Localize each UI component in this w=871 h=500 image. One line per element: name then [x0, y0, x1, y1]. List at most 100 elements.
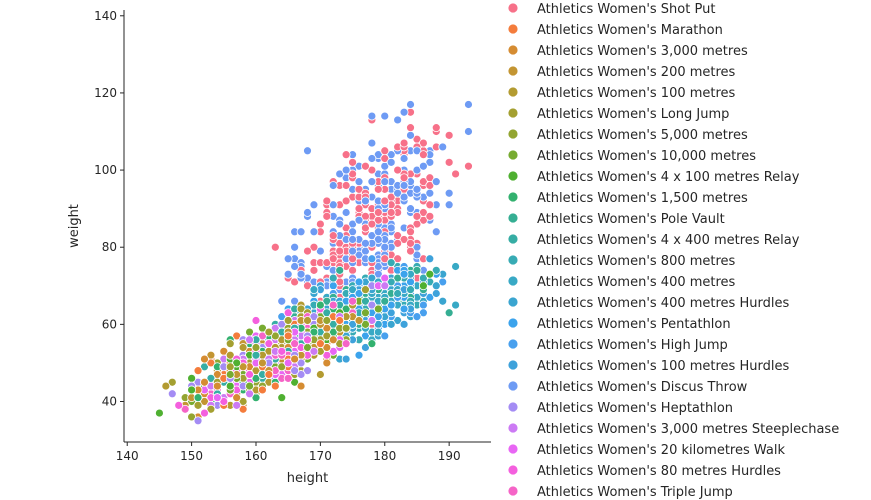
- data-point: [451, 300, 460, 310]
- legend-label-10: Athletics Women's Pole Vault: [537, 212, 725, 227]
- data-point: [444, 157, 454, 167]
- data-point: [418, 300, 428, 310]
- data-point: [425, 292, 435, 302]
- data-point: [418, 281, 428, 291]
- data-point: [296, 370, 306, 379]
- data-point: [444, 188, 454, 198]
- data-point: [380, 254, 390, 264]
- data-point: [303, 335, 312, 345]
- data-point: [341, 208, 351, 217]
- legend-label-16: Athletics Women's High Jump: [537, 338, 728, 353]
- data-point: [225, 370, 235, 379]
- legend-marker-20: [507, 422, 519, 434]
- data-point: [335, 219, 345, 229]
- data-point: [464, 161, 473, 171]
- data-point: [161, 381, 171, 391]
- data-point: [418, 150, 428, 160]
- data-point: [174, 400, 184, 410]
- legend-marker-6: [507, 128, 519, 140]
- data-point: [200, 397, 209, 406]
- legend-marker-19: [507, 401, 519, 413]
- data-point: [341, 150, 351, 160]
- data-point: [283, 269, 293, 279]
- legend-label-9: Athletics Women's 1,500 metres: [537, 191, 748, 206]
- data-point: [361, 308, 370, 318]
- data-point: [380, 281, 390, 291]
- data-point: [438, 142, 448, 152]
- data-point: [361, 196, 370, 206]
- data-point: [406, 246, 415, 256]
- data-point: [431, 265, 441, 275]
- data-point: [386, 300, 396, 310]
- legend-marker-11: [507, 233, 519, 245]
- data-point: [406, 123, 415, 133]
- data-point: [258, 331, 267, 341]
- data-point: [451, 169, 460, 179]
- data-point: [361, 319, 370, 329]
- data-point: [264, 370, 274, 379]
- data-point: [354, 215, 364, 225]
- data-point: [380, 111, 390, 121]
- data-point: [225, 339, 235, 349]
- data-point: [373, 327, 383, 337]
- data-point: [200, 408, 209, 418]
- data-point: [341, 354, 351, 364]
- data-point: [399, 269, 409, 279]
- data-point: [290, 339, 300, 349]
- data-point: [431, 123, 441, 133]
- data-point: [212, 381, 222, 391]
- data-point: [322, 211, 332, 221]
- data-point: [412, 312, 422, 322]
- data-point: [200, 354, 209, 364]
- data-point: [380, 177, 390, 187]
- legend-marker-14: [507, 296, 519, 308]
- data-point: [393, 238, 403, 248]
- y-tick-label-3: 100: [94, 163, 117, 177]
- data-point: [399, 107, 409, 117]
- data-point: [348, 235, 357, 244]
- legend-marker-0: [507, 2, 519, 14]
- data-point: [386, 157, 396, 167]
- data-point: [328, 281, 338, 291]
- data-point: [238, 404, 248, 414]
- x-ticks: 140 150 160 170 180 190: [116, 442, 461, 463]
- data-point: [367, 300, 377, 310]
- data-point: [373, 184, 383, 194]
- y-axis-label: weight: [67, 204, 82, 248]
- x-tick-label-2: 160: [245, 449, 268, 463]
- data-point: [328, 254, 338, 264]
- data-point: [309, 242, 319, 252]
- data-point: [412, 211, 422, 221]
- data-point: [354, 277, 364, 287]
- data-point: [431, 177, 441, 187]
- data-point: [315, 339, 325, 349]
- data-point: [296, 269, 306, 279]
- data-point: [380, 196, 390, 206]
- legend-marker-4: [507, 86, 519, 98]
- x-tick-label-1: 150: [180, 449, 203, 463]
- data-point: [328, 273, 338, 283]
- data-point: [412, 146, 422, 156]
- data-point: [361, 161, 370, 171]
- legend-label-13: Athletics Women's 400 metres: [537, 275, 736, 290]
- data-point: [251, 343, 261, 352]
- legend-marker-9: [507, 191, 519, 203]
- data-point: [245, 389, 254, 399]
- data-point: [193, 393, 203, 403]
- legend-label-11: Athletics Women's 4 x 400 metres Relay: [537, 233, 800, 248]
- data-point: [193, 416, 203, 426]
- data-point: [431, 289, 441, 298]
- data-point: [341, 196, 351, 206]
- data-point: [393, 115, 403, 125]
- data-point: [264, 339, 274, 349]
- y-ticks: 40 60 80 100 120 140: [94, 9, 124, 409]
- data-point: [386, 258, 396, 268]
- data-point: [283, 254, 293, 264]
- data-point: [393, 188, 403, 198]
- data-point: [270, 381, 280, 391]
- data-point: [309, 200, 319, 210]
- data-point: [309, 265, 319, 275]
- data-point: [418, 138, 428, 148]
- x-tick-label-4: 180: [373, 449, 396, 463]
- data-point: [367, 177, 377, 187]
